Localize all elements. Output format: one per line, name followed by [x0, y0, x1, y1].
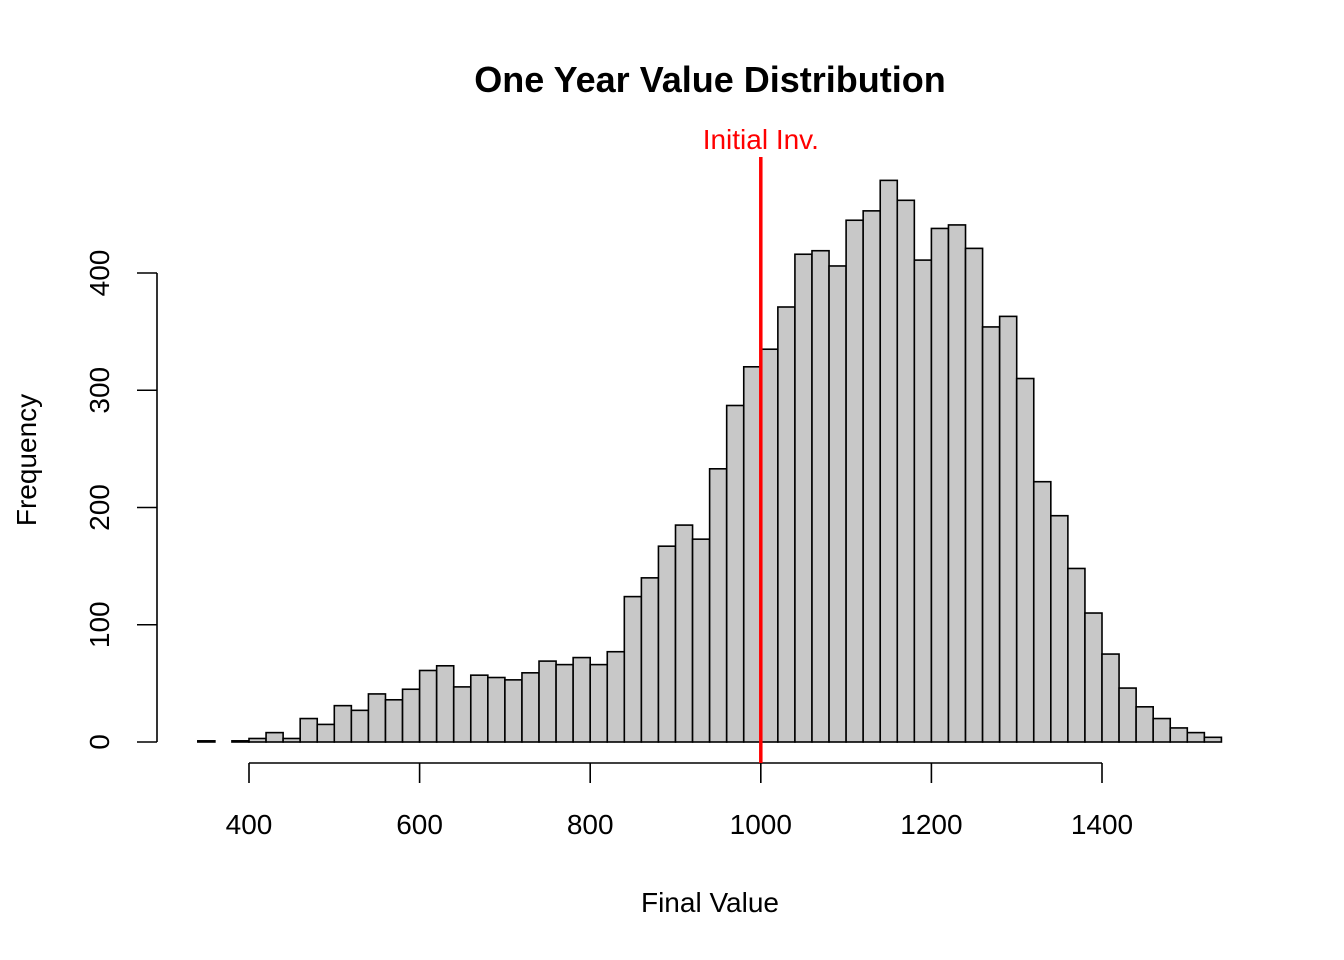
histogram-bar	[521, 672, 540, 743]
histogram-bar	[1186, 731, 1206, 743]
x-tick-label: 800	[567, 809, 614, 840]
histogram-bar	[1203, 736, 1223, 743]
histogram-bar	[998, 315, 1018, 743]
histogram-bar	[1152, 717, 1172, 743]
histogram-bar	[248, 737, 267, 743]
histogram-bar	[811, 249, 830, 743]
initial-investment-label: Initial Inv.	[703, 124, 819, 155]
histogram-bar	[504, 679, 523, 743]
y-tick-label: 100	[84, 601, 115, 648]
histogram-bar	[879, 179, 899, 743]
histogram-bar	[1101, 653, 1120, 743]
histogram-bar	[845, 219, 864, 743]
histogram-bar	[896, 199, 916, 743]
y-tick-label: 200	[84, 484, 115, 531]
x-tick-label: 600	[396, 809, 443, 840]
chart-title: One Year Value Distribution	[474, 59, 945, 100]
histogram-bar	[265, 731, 284, 743]
histogram-bar	[316, 723, 336, 743]
histogram-bar	[913, 259, 933, 743]
histogram-bar	[384, 698, 404, 743]
y-axis: 0 100 200 300 400	[84, 250, 158, 750]
histogram-bar	[759, 348, 779, 743]
histogram-bar	[1032, 480, 1052, 743]
histogram-bar	[708, 468, 728, 743]
histogram-bar	[487, 676, 506, 743]
histogram-bar	[742, 365, 762, 743]
histogram-bar	[930, 227, 950, 743]
histogram-bar	[1015, 377, 1035, 743]
x-tick-label: 1000	[730, 809, 792, 840]
histogram-bar	[1067, 567, 1086, 743]
histogram-bar	[469, 674, 489, 743]
y-tick-label: 300	[84, 367, 115, 414]
histogram-bar	[674, 524, 694, 743]
histogram-bar	[435, 664, 455, 743]
histogram-bar	[606, 650, 626, 743]
histogram-bar	[1169, 727, 1189, 743]
y-tick-label: 400	[84, 250, 115, 297]
histogram-bar	[538, 660, 557, 743]
histogram-bar	[197, 740, 216, 743]
histogram-bar	[623, 595, 643, 743]
histogram-bar	[452, 686, 472, 743]
histogram-bar	[964, 247, 984, 743]
histogram-bar	[777, 306, 796, 743]
histogram-bar	[947, 224, 967, 743]
histogram-bars	[197, 179, 1223, 743]
histogram-bar	[589, 663, 609, 743]
histogram-bar	[794, 253, 813, 743]
x-axis-label: Final Value	[641, 887, 779, 918]
x-tick-label: 400	[226, 809, 273, 840]
y-tick-label: 0	[84, 734, 115, 750]
histogram-bar	[691, 538, 711, 743]
histogram-bar	[1050, 514, 1069, 743]
histogram-bar	[333, 704, 353, 743]
x-axis: 400 600 800 1000 1200 1400	[226, 762, 1133, 840]
histogram-bar	[862, 210, 882, 743]
y-axis-label: Frequency	[11, 394, 42, 526]
histogram-bar	[828, 265, 847, 743]
histogram-bar	[1135, 706, 1154, 743]
histogram-bar	[350, 709, 370, 743]
histogram-bar	[367, 693, 387, 743]
histogram-bar	[981, 326, 1001, 743]
histogram-bar	[555, 663, 574, 743]
histogram-bar	[418, 669, 438, 743]
histogram-bar	[657, 545, 677, 743]
x-tick-label: 1400	[1071, 809, 1133, 840]
histogram-bar	[640, 577, 660, 743]
histogram-bar	[299, 717, 319, 743]
histogram-bar	[231, 740, 250, 743]
histogram-bar	[1118, 687, 1137, 743]
x-tick-label: 1200	[900, 809, 962, 840]
histogram-bar	[725, 404, 745, 743]
histogram-bar	[282, 737, 301, 743]
histogram-bar	[401, 688, 421, 743]
histogram-bar	[1084, 612, 1103, 743]
histogram-bar	[572, 656, 592, 743]
